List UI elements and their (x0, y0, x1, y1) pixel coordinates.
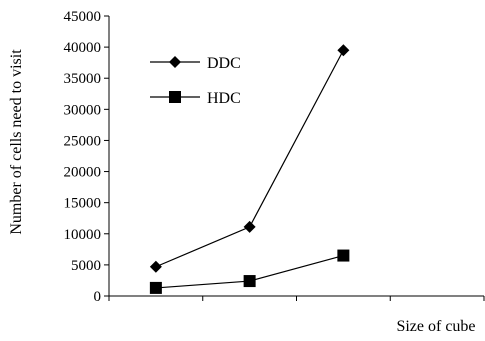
data-point-hdc (337, 249, 350, 262)
legend-item-ddc: DDC (150, 55, 241, 72)
legend: DDC HDC (150, 55, 241, 107)
axes (108, 16, 485, 301)
y-tick-label: 20000 (64, 165, 102, 181)
y-axis-title: Number of cells need to visit (8, 49, 25, 235)
data-point-hdc (243, 275, 256, 288)
series-ddc (149, 44, 350, 273)
y-tick-label: 15000 (64, 196, 102, 212)
legend-item-hdc: HDC (150, 90, 241, 107)
y-tick-label: 5000 (71, 258, 101, 274)
series (149, 44, 350, 294)
y-tick-label: 10000 (64, 227, 102, 243)
y-tick-label: 45000 (64, 9, 102, 25)
legend-label: DDC (207, 55, 241, 72)
data-point-ddc (149, 260, 162, 273)
series-hdc (149, 249, 350, 294)
data-point-hdc (149, 281, 162, 294)
legend-marker-hdc (169, 91, 181, 103)
data-point-ddc (243, 220, 256, 233)
data-point-ddc (337, 44, 350, 57)
legend-marker-ddc (169, 56, 181, 68)
y-tick-label: 35000 (64, 71, 102, 87)
legend-label: HDC (207, 90, 241, 107)
y-tick-label: 25000 (64, 133, 102, 149)
y-tick-label: 40000 (64, 40, 102, 56)
series-line-ddc (155, 49, 344, 268)
y-tick-label: 30000 (64, 102, 102, 118)
y-axis-ticks: 0 5000 10000 15000 20000 25000 30000 35000 40000… (64, 9, 109, 305)
y-tick-label: 0 (94, 289, 102, 305)
x-axis-title: Size of cube (396, 318, 475, 335)
